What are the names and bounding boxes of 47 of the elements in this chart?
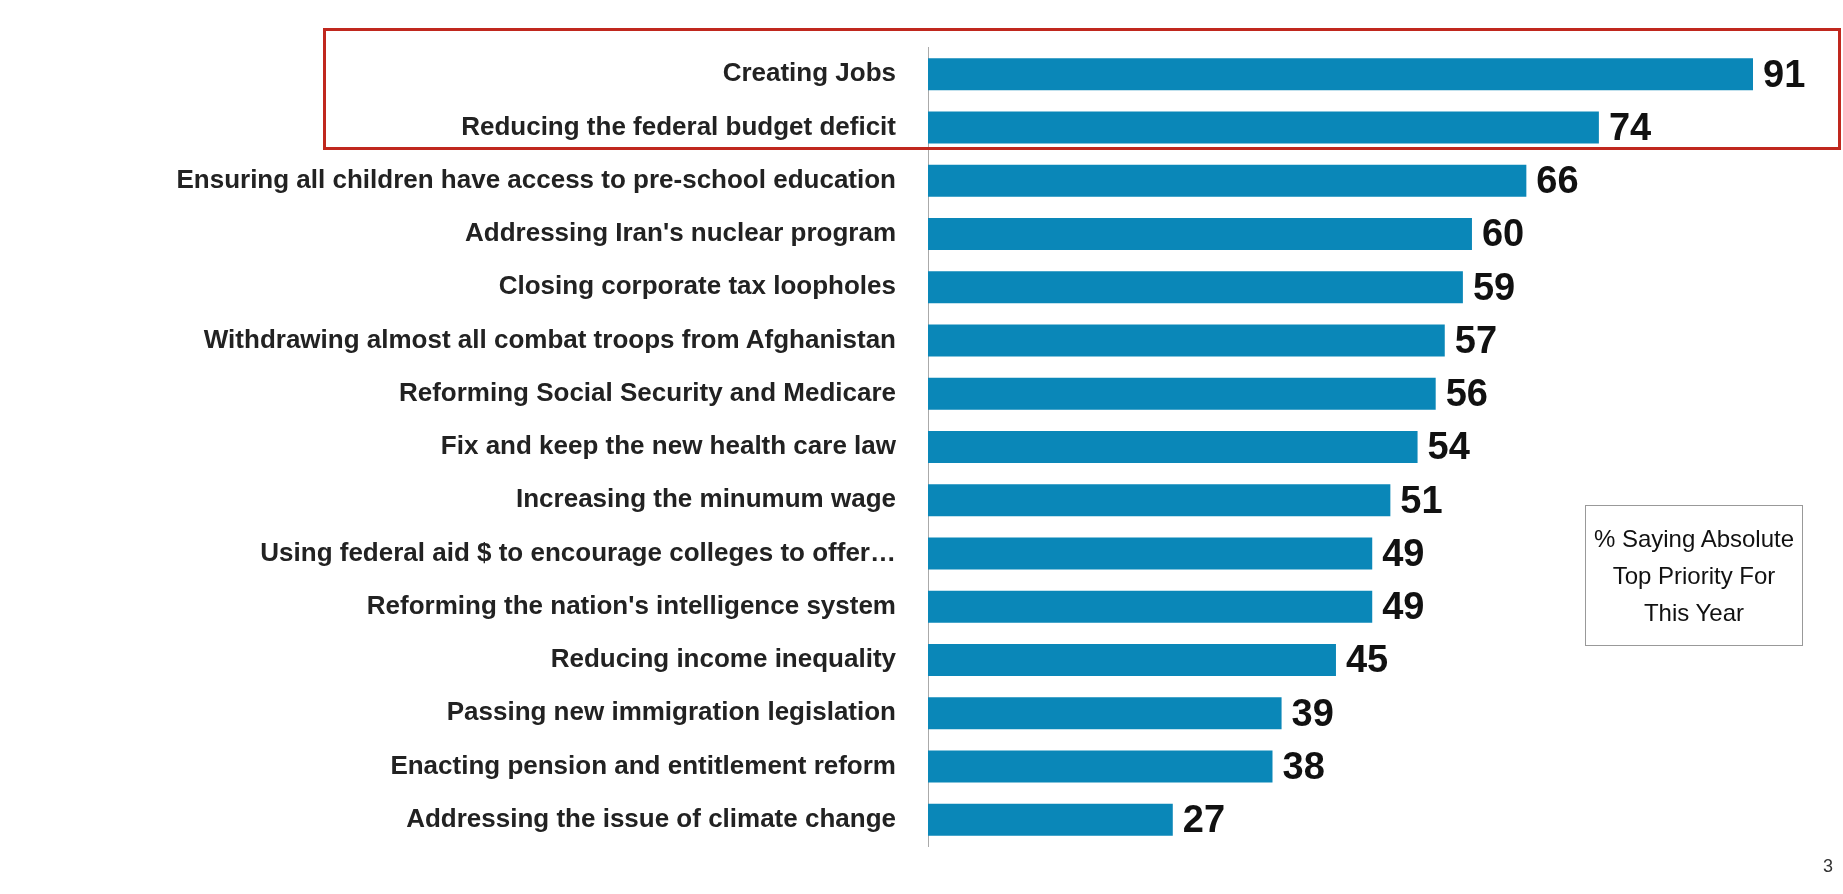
bar: [928, 164, 1527, 197]
bar: [928, 697, 1282, 730]
data-label: 59: [1472, 265, 1516, 308]
bar: [928, 271, 1463, 304]
y-tick-label: Reforming Social Security and Medicare: [398, 376, 896, 407]
bar: [928, 484, 1391, 517]
data-label: 74: [1608, 105, 1652, 148]
bar: [928, 537, 1373, 570]
y-tick-label: Fix and keep the new health care law: [440, 430, 897, 461]
annotation: % Saying Absolute Top Priority For This Year: [1585, 505, 1803, 646]
data-label: 27: [1182, 798, 1226, 841]
y-tick-label: Reforming the nation's intelligence system: [366, 589, 896, 620]
data-label: 51: [1400, 478, 1443, 521]
y-tick-label: Ensuring all children have access to pre-school education: [176, 163, 896, 194]
bar: [928, 111, 1599, 144]
y-tick-label: Closing corporate tax loopholes: [498, 270, 896, 301]
data-label: 91: [1763, 52, 1806, 95]
data-label: 57: [1454, 318, 1498, 361]
y-tick-label: Passing new immigration legislation: [446, 696, 896, 727]
data-label: 49: [1382, 585, 1425, 628]
data-label: 45: [1345, 638, 1389, 681]
bar: [928, 644, 1336, 676]
y-tick-label: Addressing the issue of climate change: [406, 802, 896, 833]
y-tick-label: Enacting pension and entitlement reform: [390, 749, 896, 780]
bar: [928, 58, 1753, 91]
bar: [928, 218, 1472, 250]
data-label: 56: [1445, 372, 1488, 415]
y-tick-label: Reducing income inequality: [550, 643, 897, 674]
data-label: 38: [1282, 745, 1325, 787]
data-label: 49: [1382, 531, 1425, 574]
text: 3: [1822, 856, 1833, 877]
y-tick-label: Reducing the federal budget deficit: [461, 110, 897, 141]
data-label: 54: [1427, 425, 1470, 468]
bar: [928, 324, 1445, 357]
data-label: 60: [1481, 212, 1525, 255]
bar: [928, 803, 1173, 836]
bar: [928, 590, 1373, 623]
y-tick-label: Addressing Iran's nuclear program: [465, 217, 896, 248]
bar: [928, 431, 1418, 463]
y-tick-label: Increasing the minumum wage: [516, 483, 896, 514]
bar: [928, 377, 1436, 410]
bar: [928, 750, 1273, 783]
y-tick-label: Using federal aid $ to encourage colleges to offer…: [260, 536, 896, 567]
y-tick-label: Withdrawing almost all combat troops from Afghanistan: [203, 323, 896, 354]
y-tick-label: Creating Jobs: [722, 57, 896, 88]
data-label: 66: [1536, 159, 1579, 202]
data-label: 39: [1291, 691, 1334, 734]
